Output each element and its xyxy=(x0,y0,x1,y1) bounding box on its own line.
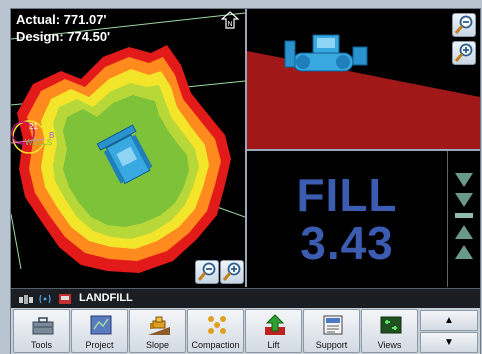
status-bar: LANDFILL xyxy=(11,288,480,308)
lift-arrow-icon xyxy=(265,314,285,335)
down-arrow-icon xyxy=(455,193,473,207)
zoom-in-icon xyxy=(222,262,241,281)
cut-fill-value: 3.43 xyxy=(300,217,394,269)
profile-zoom-in-button[interactable] xyxy=(452,41,476,65)
on-grade-bar-icon xyxy=(455,213,473,218)
status-icons xyxy=(19,292,75,311)
grade-indicator xyxy=(447,151,480,287)
views-button[interactable]: Views xyxy=(361,309,418,353)
north-arrow-icon[interactable]: N xyxy=(221,11,239,29)
actual-elevation: Actual: 771.07' xyxy=(16,12,107,27)
project-label: Project xyxy=(85,340,114,350)
profile-zoom-out-button[interactable] xyxy=(452,13,476,37)
plan-view-map[interactable]: 21 WELLS B Actual: 771.07' Design: 774.5… xyxy=(11,9,245,287)
map-zoom-out-button[interactable] xyxy=(195,260,219,284)
tools-button[interactable]: Tools xyxy=(13,309,70,353)
down-arrow-icon xyxy=(455,173,473,187)
survey-point-number: 21 xyxy=(29,122,38,131)
panel-divider-vertical xyxy=(245,9,247,287)
survey-point-suffix: B xyxy=(49,131,55,140)
zoom-out-icon xyxy=(197,262,216,281)
up-arrow-icon xyxy=(455,225,473,239)
svg-text:N: N xyxy=(227,21,232,28)
coverage-map xyxy=(11,12,245,273)
lift-label: Lift xyxy=(267,340,280,350)
project-button[interactable]: Project xyxy=(71,309,128,353)
scroll-up-button[interactable]: ▲ xyxy=(420,310,478,331)
slope-button[interactable]: Slope xyxy=(129,309,186,353)
map-zoom-in-button[interactable] xyxy=(220,260,244,284)
gps-antenna-icon xyxy=(19,295,33,304)
project-icon xyxy=(90,315,112,335)
profile-canvas xyxy=(247,34,480,149)
project-name: LANDFILL xyxy=(79,292,133,304)
bottom-toolbar: Tools Project Slope Compaction xyxy=(11,308,480,354)
cut-fill-panel: FILL 3.43 xyxy=(247,151,447,287)
support-icon xyxy=(323,315,343,335)
up-arrow-icon xyxy=(455,245,473,259)
compaction-label: Compaction xyxy=(191,340,240,350)
scroll-down-button[interactable]: ▼ xyxy=(420,332,478,353)
dozer-slope-icon xyxy=(148,316,170,335)
views-label: Views xyxy=(377,340,402,350)
profile-view[interactable] xyxy=(247,9,480,149)
design-elevation: Design: 774.50' xyxy=(16,29,111,44)
compaction-button[interactable]: Compaction xyxy=(187,309,244,353)
zoom-out-icon xyxy=(454,15,473,34)
panel-divider-horizontal xyxy=(247,149,480,151)
support-button[interactable]: Support xyxy=(303,309,360,353)
zoom-in-icon xyxy=(454,43,473,62)
support-label: Support xyxy=(315,340,348,350)
radio-signal-icon xyxy=(39,294,51,304)
toolbox-icon xyxy=(32,317,54,335)
cut-fill-label: FILL xyxy=(296,169,398,221)
compaction-icon xyxy=(208,316,226,334)
slope-label: Slope xyxy=(145,340,170,350)
tools-label: Tools xyxy=(30,340,52,350)
views-icon xyxy=(380,316,402,334)
machine-icon xyxy=(59,294,71,304)
survey-point-name: WELLS xyxy=(25,138,53,147)
lift-button[interactable]: Lift xyxy=(245,309,302,353)
